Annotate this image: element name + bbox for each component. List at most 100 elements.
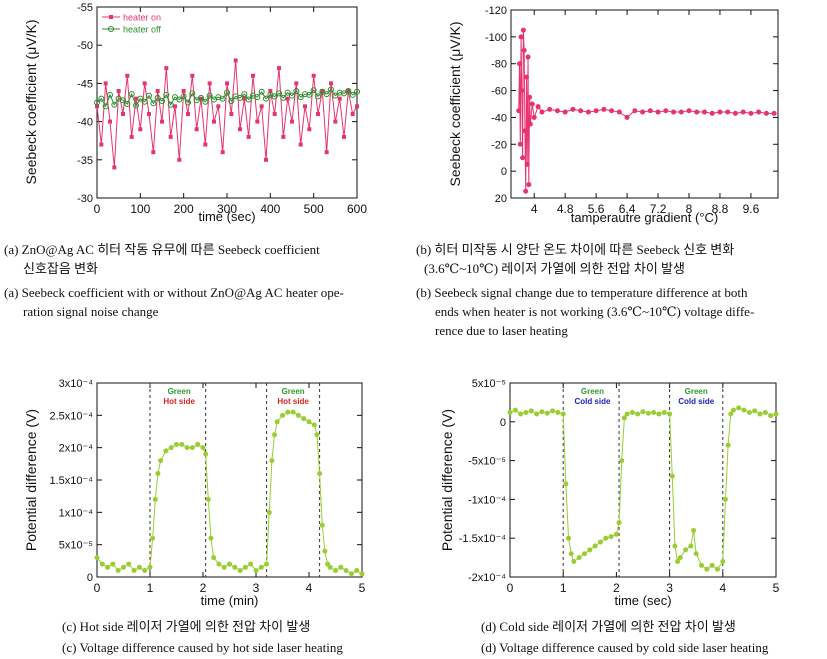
- data-point: [255, 119, 260, 124]
- data-point: [189, 445, 195, 451]
- data-point: [348, 571, 354, 577]
- y-tick-label: 2.5x10⁻⁴: [49, 410, 93, 422]
- x-tick-label: 5: [359, 581, 366, 595]
- data-point: [155, 471, 161, 477]
- data-point: [184, 445, 190, 451]
- data-point: [248, 561, 254, 567]
- data-point: [186, 111, 190, 116]
- y-tick-label: 0: [87, 572, 93, 584]
- y-tick-label: -45: [77, 78, 93, 90]
- data-point: [126, 561, 132, 567]
- data-point: [301, 416, 307, 422]
- series-0: [95, 58, 359, 170]
- series-line: [96, 88, 358, 108]
- data-point: [229, 111, 234, 116]
- data-point: [194, 127, 199, 132]
- annotation-side-label: Hot side: [277, 397, 309, 406]
- data-point: [717, 109, 723, 115]
- data-point: [350, 111, 355, 116]
- data-point: [317, 471, 323, 477]
- data-point: [329, 81, 333, 86]
- data-point: [150, 100, 157, 107]
- data-point: [523, 188, 529, 194]
- data-point: [242, 564, 248, 570]
- caption-b-english-line3: rence due to laser heating: [435, 323, 568, 338]
- y-tick-label: -55: [77, 2, 93, 14]
- data-point: [539, 109, 545, 115]
- data-point: [601, 106, 607, 112]
- data-point: [728, 411, 734, 417]
- caption-b-korean: (b) 히터 미작동 시 양단 온도 차이에 따른 Seebeck 신호 변화 …: [416, 240, 826, 278]
- y-tick-label: 1.5x10⁻⁴: [49, 475, 93, 487]
- caption-a-english-line1: (a) Seebeck coefficient with or without …: [4, 285, 344, 300]
- data-point: [578, 108, 584, 114]
- data-point: [142, 568, 148, 574]
- x-tick-label: 6.4: [619, 202, 636, 216]
- data-point: [107, 91, 113, 98]
- data-point: [259, 104, 264, 109]
- data-point: [266, 509, 272, 515]
- data-point: [232, 564, 238, 570]
- y-axis-label: Potential difference (V): [439, 409, 455, 551]
- data-point: [328, 86, 334, 93]
- data-point: [310, 87, 317, 94]
- annotation-green-label: Green: [685, 387, 708, 396]
- data-point: [691, 527, 697, 533]
- data-point: [609, 108, 615, 114]
- data-point: [518, 411, 524, 417]
- data-point: [237, 568, 243, 574]
- data-point: [220, 150, 225, 155]
- data-point: [608, 534, 614, 540]
- data-point: [539, 409, 545, 415]
- caption-b-english-line1: (b) Seebeck signal change due to tempera…: [416, 285, 748, 300]
- data-point: [227, 561, 232, 567]
- data-point: [179, 441, 185, 447]
- data-point: [136, 564, 142, 570]
- data-point: [277, 66, 281, 71]
- data-point: [355, 104, 359, 109]
- data-point: [280, 412, 285, 418]
- data-point: [677, 555, 683, 561]
- data-point: [207, 81, 212, 86]
- data-point: [203, 142, 208, 147]
- data-point: [168, 134, 173, 139]
- data-point: [562, 109, 568, 115]
- data-point: [264, 561, 270, 567]
- data-point: [163, 91, 170, 98]
- data-point: [524, 161, 530, 167]
- data-point: [147, 564, 153, 570]
- data-point: [116, 89, 121, 94]
- annotation-green-label: Green: [581, 387, 604, 396]
- data-point: [694, 109, 700, 115]
- data-point: [306, 91, 313, 98]
- plot-frame: [509, 382, 777, 578]
- data-point: [547, 106, 553, 112]
- data-point: [587, 547, 593, 553]
- data-point: [125, 73, 130, 78]
- y-tick-label: 5x10⁻⁵: [472, 378, 506, 390]
- data-point: [176, 96, 183, 103]
- legend-marker: [108, 26, 114, 32]
- data-point: [163, 448, 169, 454]
- data-point: [94, 99, 100, 106]
- legend-label: heater off: [123, 25, 161, 35]
- data-point: [290, 119, 294, 124]
- data-point: [635, 411, 641, 417]
- data-point: [212, 119, 216, 124]
- data-point: [111, 101, 118, 108]
- x-tick-label: 4.8: [557, 202, 574, 216]
- data-point: [120, 97, 126, 104]
- data-point: [268, 89, 273, 94]
- y-tick-label: 1x10⁻⁴: [59, 507, 94, 519]
- caption-c-korean: (c) Hot side 레이저 가열에 의한 전압 차이 발생: [62, 617, 422, 636]
- y-axis-label: Seebeck coefficient (μV/K): [447, 22, 463, 187]
- data-point: [264, 157, 268, 162]
- data-point: [181, 89, 186, 94]
- data-point: [131, 568, 137, 574]
- data-point: [225, 81, 229, 86]
- data-point: [748, 110, 754, 116]
- data-point: [683, 547, 689, 553]
- data-point: [205, 496, 211, 502]
- data-point: [314, 432, 320, 438]
